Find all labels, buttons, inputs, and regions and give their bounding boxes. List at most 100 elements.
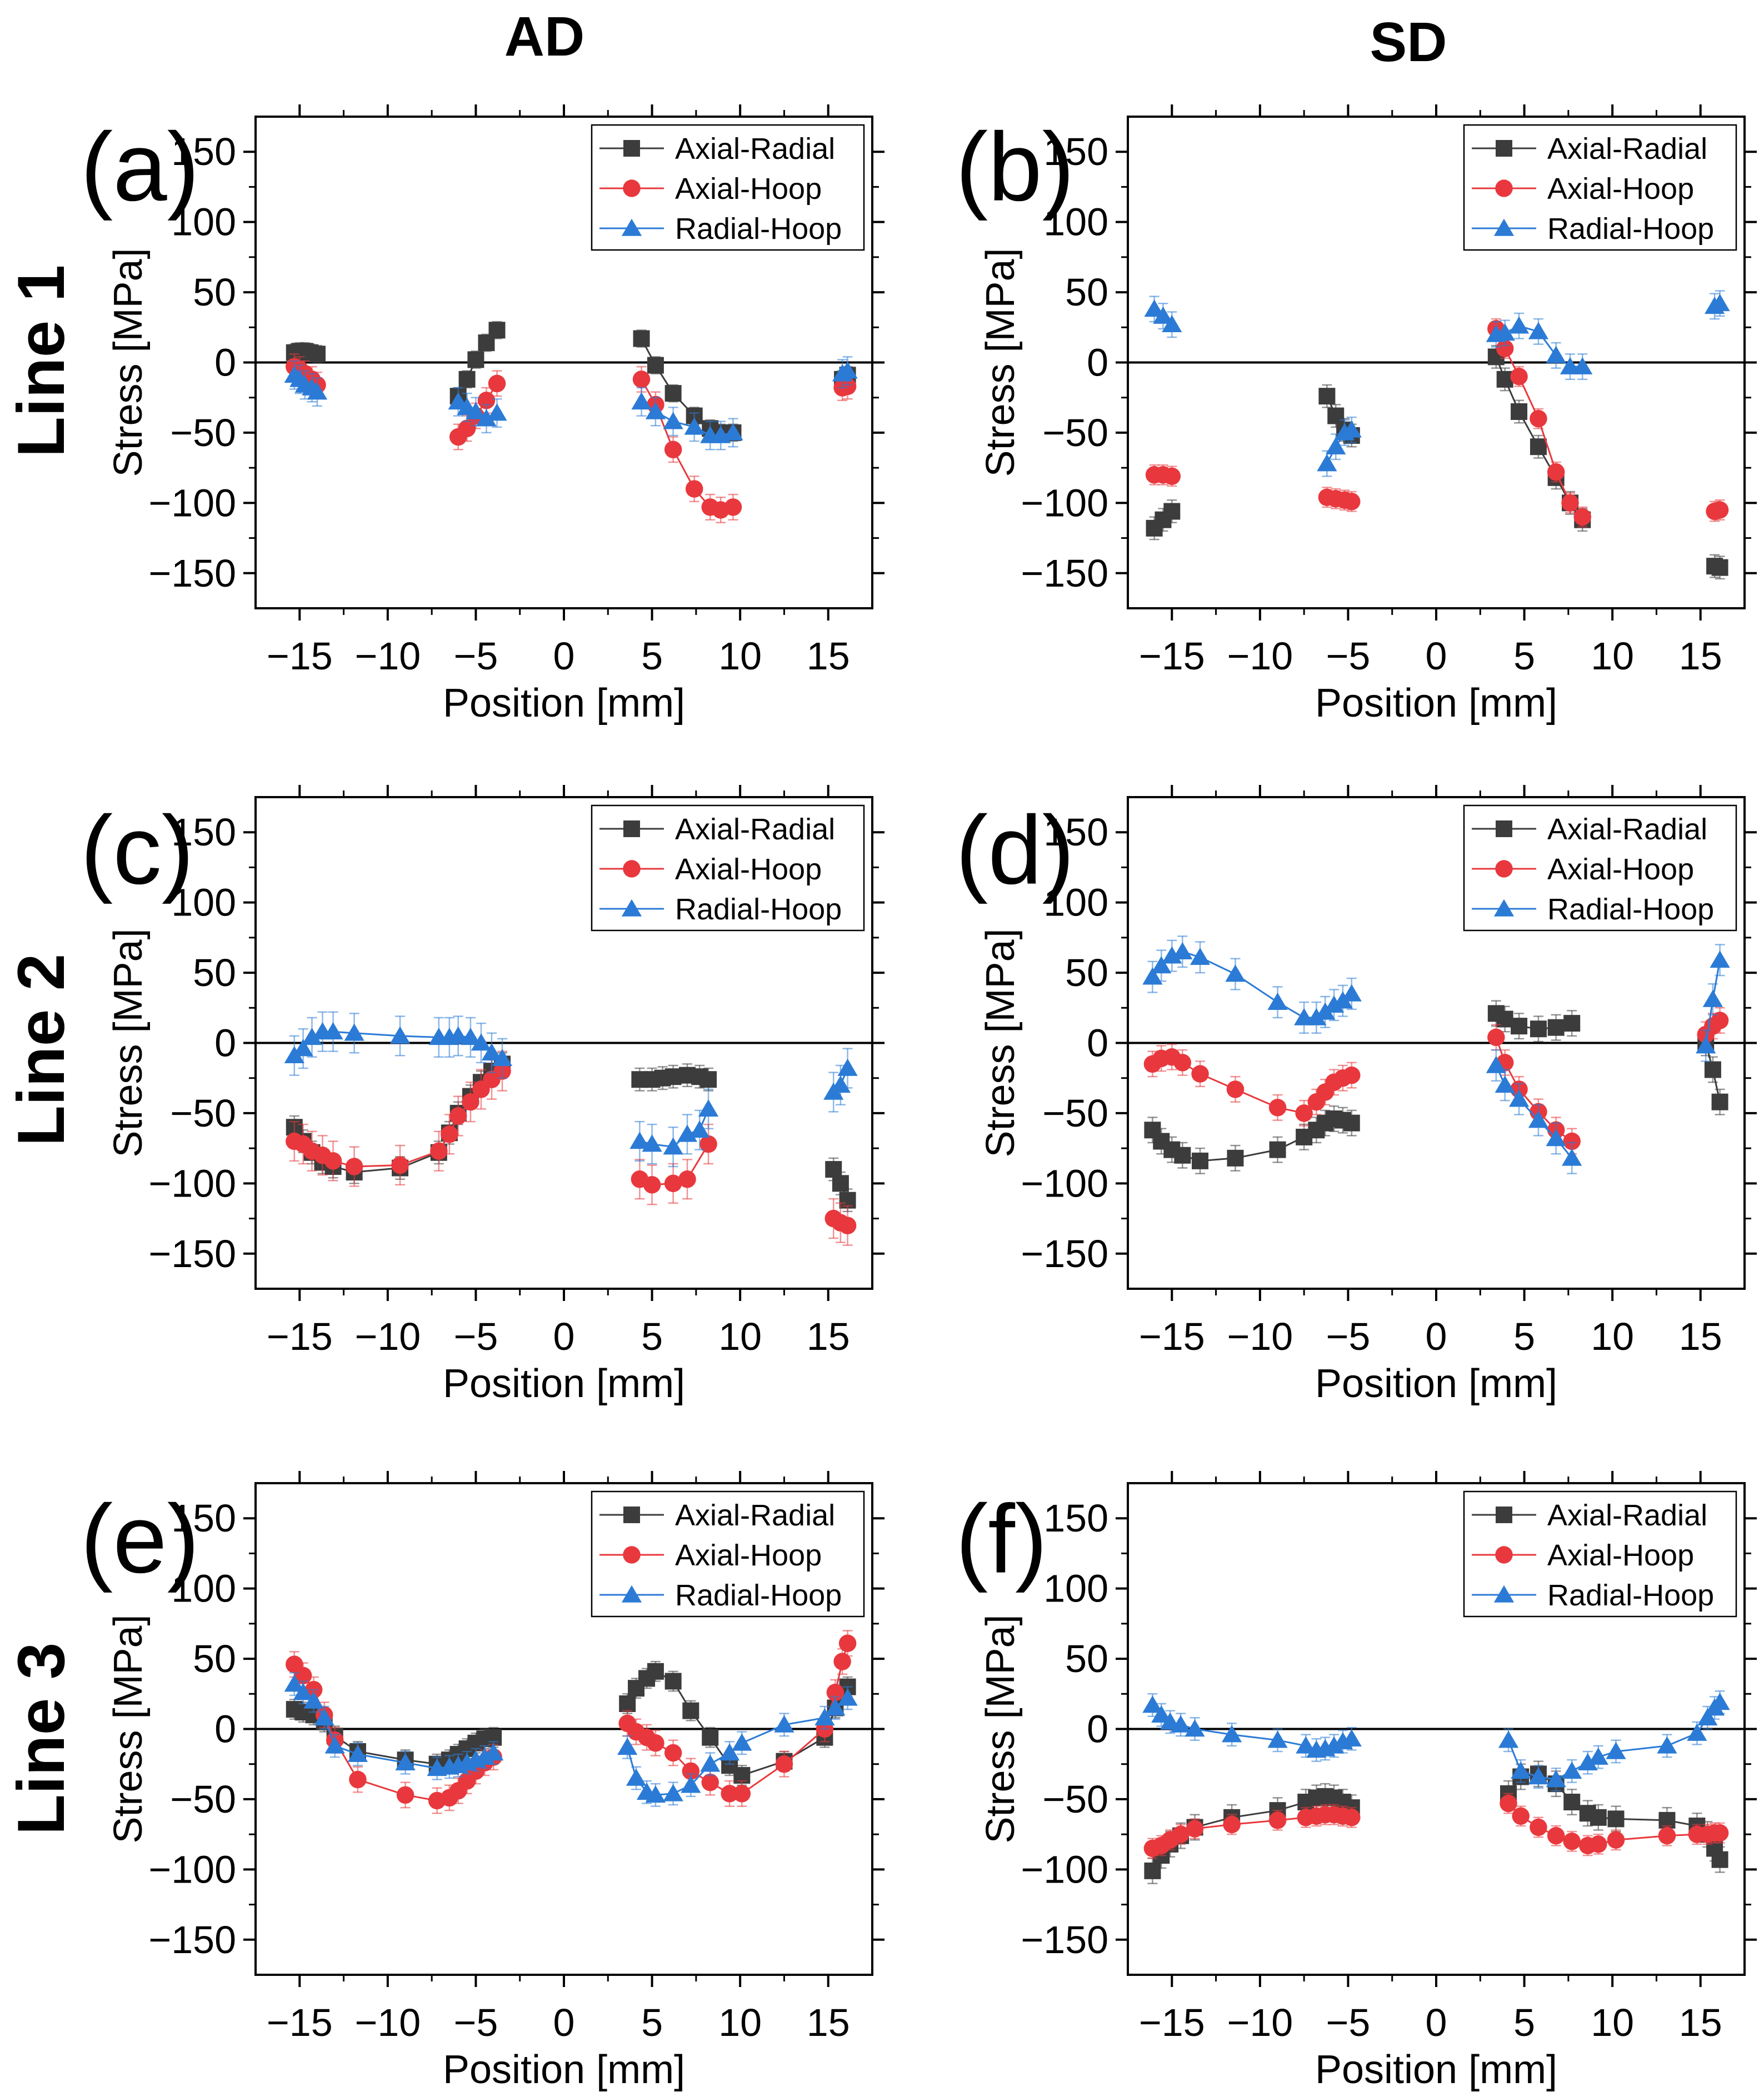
data-point bbox=[1142, 967, 1163, 985]
data-point bbox=[389, 1026, 411, 1044]
x-tick-label: 15 bbox=[1679, 2001, 1722, 2044]
y-tick-label: −150 bbox=[1021, 1232, 1108, 1275]
data-point bbox=[1171, 1715, 1191, 1733]
data-point bbox=[1711, 1093, 1728, 1110]
data-point bbox=[1697, 1708, 1718, 1726]
legend-marker bbox=[623, 860, 641, 878]
x-axis-label: Position [mm] bbox=[443, 2048, 685, 2092]
panel-label: (a) bbox=[81, 113, 199, 222]
legend-marker bbox=[623, 179, 641, 197]
y-tick-label: 0 bbox=[214, 1022, 236, 1065]
data-point bbox=[698, 1099, 719, 1117]
data-point bbox=[1547, 1019, 1565, 1036]
data-point bbox=[664, 385, 682, 402]
x-tick-label: 10 bbox=[718, 634, 762, 678]
x-tick-label: −15 bbox=[267, 634, 333, 678]
legend-marker bbox=[623, 1507, 640, 1523]
legend-marker bbox=[621, 899, 642, 917]
x-axis-label: Position [mm] bbox=[1315, 1362, 1557, 1406]
data-point bbox=[1317, 454, 1337, 472]
chart-5: (f)−15 −10 −5 0 5 10 15150100500−50−100−150Pos… bbox=[956, 1471, 1757, 2092]
data-point bbox=[1343, 493, 1361, 511]
data-point bbox=[838, 1634, 857, 1653]
chart-2: (c)−15 −10 −5 0 5 10 15150100500−50−100−150Pos… bbox=[81, 785, 885, 1406]
x-tick-label: −5 bbox=[1326, 1315, 1371, 1358]
data-point bbox=[1225, 964, 1246, 982]
y-tick-label: −100 bbox=[1021, 1848, 1108, 1891]
data-point bbox=[1343, 1066, 1361, 1084]
data-point bbox=[1500, 1794, 1517, 1813]
y-tick-label: 150 bbox=[1043, 130, 1108, 173]
data-point bbox=[1528, 322, 1549, 339]
legend-label: Axial-Hoop bbox=[1547, 172, 1694, 206]
data-point bbox=[1498, 1730, 1519, 1748]
legend: Axial-Radial Axial-Hoop Radial-Hoop bbox=[591, 804, 865, 932]
data-point bbox=[1227, 1149, 1244, 1167]
x-axis-label: Position [mm] bbox=[1315, 681, 1557, 725]
series-axial-radial bbox=[1146, 344, 1728, 580]
data-point bbox=[1495, 1075, 1515, 1093]
x-tick-label: −5 bbox=[1326, 2001, 1371, 2044]
chart-1: (b)−15 −10 −5 0 5 10 15150100500−50−100−150Pos… bbox=[956, 104, 1757, 725]
data-point bbox=[631, 392, 652, 410]
data-point bbox=[1704, 1061, 1721, 1078]
y-tick-label: 0 bbox=[1087, 1708, 1108, 1751]
data-point bbox=[1144, 299, 1165, 317]
data-point bbox=[825, 1698, 846, 1716]
legend-marker bbox=[1493, 899, 1515, 917]
x-tick-label: 5 bbox=[641, 2001, 663, 2044]
y-tick-label: −50 bbox=[170, 411, 236, 454]
data-point bbox=[1607, 1810, 1625, 1828]
series-radial-hoop bbox=[284, 356, 858, 451]
data-point bbox=[1577, 1753, 1598, 1770]
data-point bbox=[647, 357, 664, 374]
data-point bbox=[303, 1691, 324, 1709]
x-tick-label: 0 bbox=[553, 634, 575, 678]
data-point bbox=[323, 1022, 343, 1040]
series-axial-hoop bbox=[1143, 1793, 1729, 1859]
legend-label: Radial-Hoop bbox=[1547, 212, 1714, 246]
data-point bbox=[1573, 508, 1591, 526]
legend-marker bbox=[621, 218, 642, 236]
legend-marker bbox=[1495, 179, 1513, 197]
data-point bbox=[1267, 992, 1288, 1010]
legend-marker bbox=[623, 140, 640, 157]
y-tick-label: 100 bbox=[171, 1567, 236, 1610]
panel-label: (c) bbox=[81, 797, 194, 905]
data-point bbox=[1563, 1015, 1581, 1032]
data-point bbox=[647, 1663, 664, 1680]
data-point bbox=[1530, 409, 1547, 428]
legend-marker bbox=[1496, 820, 1512, 837]
y-tick-label: 100 bbox=[171, 881, 236, 924]
data-point bbox=[1710, 294, 1730, 312]
legend-label: Axial-Hoop bbox=[1547, 853, 1694, 886]
data-point bbox=[1563, 1132, 1581, 1150]
data-point bbox=[1295, 1104, 1313, 1122]
y-tick-label: 100 bbox=[171, 201, 236, 244]
data-point bbox=[1185, 1719, 1205, 1737]
data-point bbox=[645, 402, 666, 419]
x-tick-label: 15 bbox=[807, 1315, 850, 1358]
legend-label: Axial-Hoop bbox=[1547, 1539, 1694, 1572]
series-axial-hoop bbox=[286, 1630, 857, 1814]
x-tick-label: −10 bbox=[354, 1315, 421, 1358]
series-radial-hoop bbox=[284, 1011, 858, 1168]
x-axis-label: Position [mm] bbox=[1315, 2048, 1557, 2092]
data-point bbox=[314, 1708, 334, 1726]
x-tick-label: −15 bbox=[1139, 634, 1205, 678]
x-tick-label: 0 bbox=[553, 1315, 575, 1358]
data-point bbox=[1572, 357, 1593, 374]
data-point bbox=[458, 371, 476, 388]
y-tick-label: −150 bbox=[148, 552, 236, 595]
data-point bbox=[430, 1142, 448, 1160]
data-point bbox=[458, 419, 476, 438]
data-point bbox=[466, 402, 486, 419]
y-tick-label: 50 bbox=[193, 951, 236, 994]
data-point bbox=[307, 382, 328, 400]
data-point bbox=[732, 1733, 752, 1751]
y-tick-label: −100 bbox=[148, 481, 236, 524]
data-point bbox=[1495, 323, 1515, 341]
data-point bbox=[719, 1743, 740, 1761]
legend: Axial-Radial Axial-Hoop Radial-Hoop bbox=[1463, 1490, 1737, 1618]
data-point bbox=[302, 1028, 322, 1045]
